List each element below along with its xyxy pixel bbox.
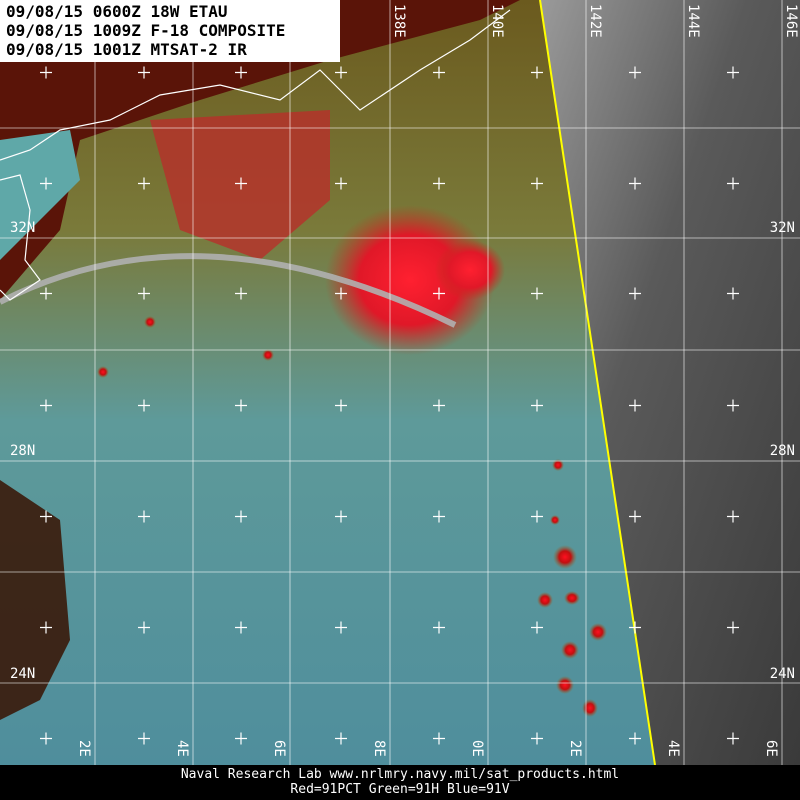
grid-plus xyxy=(235,732,247,745)
grid-plus xyxy=(138,177,150,190)
header-line: 09/08/15 0600Z 18W ETAU xyxy=(6,2,228,21)
grid-plus xyxy=(433,732,445,745)
grid-plus xyxy=(235,287,247,300)
grid-plus xyxy=(727,66,739,79)
grid-plus xyxy=(40,399,52,412)
longitude-label: 138E xyxy=(391,4,407,38)
grid-plus xyxy=(433,177,445,190)
longitude-label: 2E xyxy=(567,740,583,757)
rain-band xyxy=(150,110,330,260)
latitude-label: 28N xyxy=(10,443,35,459)
storm-band xyxy=(435,240,505,300)
grid-plus xyxy=(727,399,739,412)
longitude-label: 2E xyxy=(76,740,92,757)
grid-plus xyxy=(40,66,52,79)
grid-plus xyxy=(138,732,150,745)
longitude-label: 140E xyxy=(489,4,505,38)
grid-plus xyxy=(40,732,52,745)
longitude-label: 146E xyxy=(783,4,799,38)
grid-plus xyxy=(531,177,543,190)
longitude-label: 144E xyxy=(685,4,701,38)
grid-plus xyxy=(531,510,543,523)
land-cyan xyxy=(0,130,80,260)
grid-plus xyxy=(138,287,150,300)
longitude-label: 6E xyxy=(763,740,779,757)
grid-plus xyxy=(727,287,739,300)
latitude-label: 24N xyxy=(770,666,795,682)
longitude-label: 142E xyxy=(587,4,603,38)
grid-plus xyxy=(531,287,543,300)
grid-plus xyxy=(335,621,347,634)
grid-plus xyxy=(727,177,739,190)
grid-plus xyxy=(138,510,150,523)
latitude-label: 32N xyxy=(770,220,795,236)
grid-plus xyxy=(335,287,347,300)
grid-plus xyxy=(531,66,543,79)
grid-plus xyxy=(235,66,247,79)
grid-plus xyxy=(235,399,247,412)
longitude-label: 4E xyxy=(174,740,190,757)
grid-plus xyxy=(629,732,641,745)
ir-region xyxy=(540,0,800,765)
grid-plus xyxy=(40,287,52,300)
grid-plus xyxy=(335,399,347,412)
grid-plus xyxy=(335,732,347,745)
grid-plus xyxy=(433,621,445,634)
grid-plus xyxy=(531,621,543,634)
grid-plus xyxy=(40,177,52,190)
grid-plus xyxy=(531,399,543,412)
grid-plus xyxy=(433,510,445,523)
dark-region xyxy=(0,480,70,720)
latitude-label: 32N xyxy=(10,220,35,236)
grid-plus xyxy=(727,510,739,523)
grid-plus xyxy=(235,510,247,523)
grid-plus xyxy=(629,621,641,634)
grid-plus xyxy=(40,510,52,523)
swath-edge xyxy=(539,0,656,766)
longitude-label: 8E xyxy=(371,740,387,757)
grid-plus xyxy=(531,732,543,745)
grid-plus xyxy=(433,66,445,79)
longitude-label: 0E xyxy=(469,740,485,757)
longitude-label: 4E xyxy=(665,740,681,757)
header-box xyxy=(0,0,340,62)
land-red xyxy=(0,0,520,300)
grid-plus xyxy=(629,510,641,523)
footer-line: Red=91PCT Green=91H Blue=91V xyxy=(290,782,509,797)
grid-plus xyxy=(235,621,247,634)
grid-plus xyxy=(138,621,150,634)
grid-plus xyxy=(235,177,247,190)
header-line: 09/08/15 1001Z MTSAT-2 IR xyxy=(6,40,247,59)
coastline xyxy=(0,9,511,161)
grid xyxy=(0,0,800,765)
grid-plus xyxy=(335,177,347,190)
storm-core xyxy=(325,205,495,355)
latitude-label: 28N xyxy=(770,443,795,459)
grid-plus xyxy=(335,66,347,79)
scan-arc xyxy=(0,253,457,328)
grid-plus xyxy=(433,287,445,300)
grid-plus xyxy=(629,287,641,300)
grid-plus xyxy=(727,621,739,634)
footer-line: Naval Research Lab www.nrlmry.navy.mil/s… xyxy=(181,767,619,782)
grid-plus xyxy=(629,177,641,190)
convective-cells xyxy=(97,316,607,717)
grid-plus xyxy=(138,399,150,412)
grid-plus xyxy=(727,732,739,745)
grid-plus xyxy=(138,66,150,79)
footer-box xyxy=(0,765,800,800)
header-line: 09/08/15 1009Z F-18 COMPOSITE xyxy=(6,21,285,40)
grid-plus xyxy=(629,399,641,412)
latitude-label: 24N xyxy=(10,666,35,682)
grid-plus xyxy=(629,66,641,79)
longitude-label: 6E xyxy=(271,740,287,757)
grid-plus xyxy=(335,510,347,523)
grid-plus xyxy=(40,621,52,634)
grid-plus xyxy=(433,399,445,412)
coastline xyxy=(0,174,41,301)
